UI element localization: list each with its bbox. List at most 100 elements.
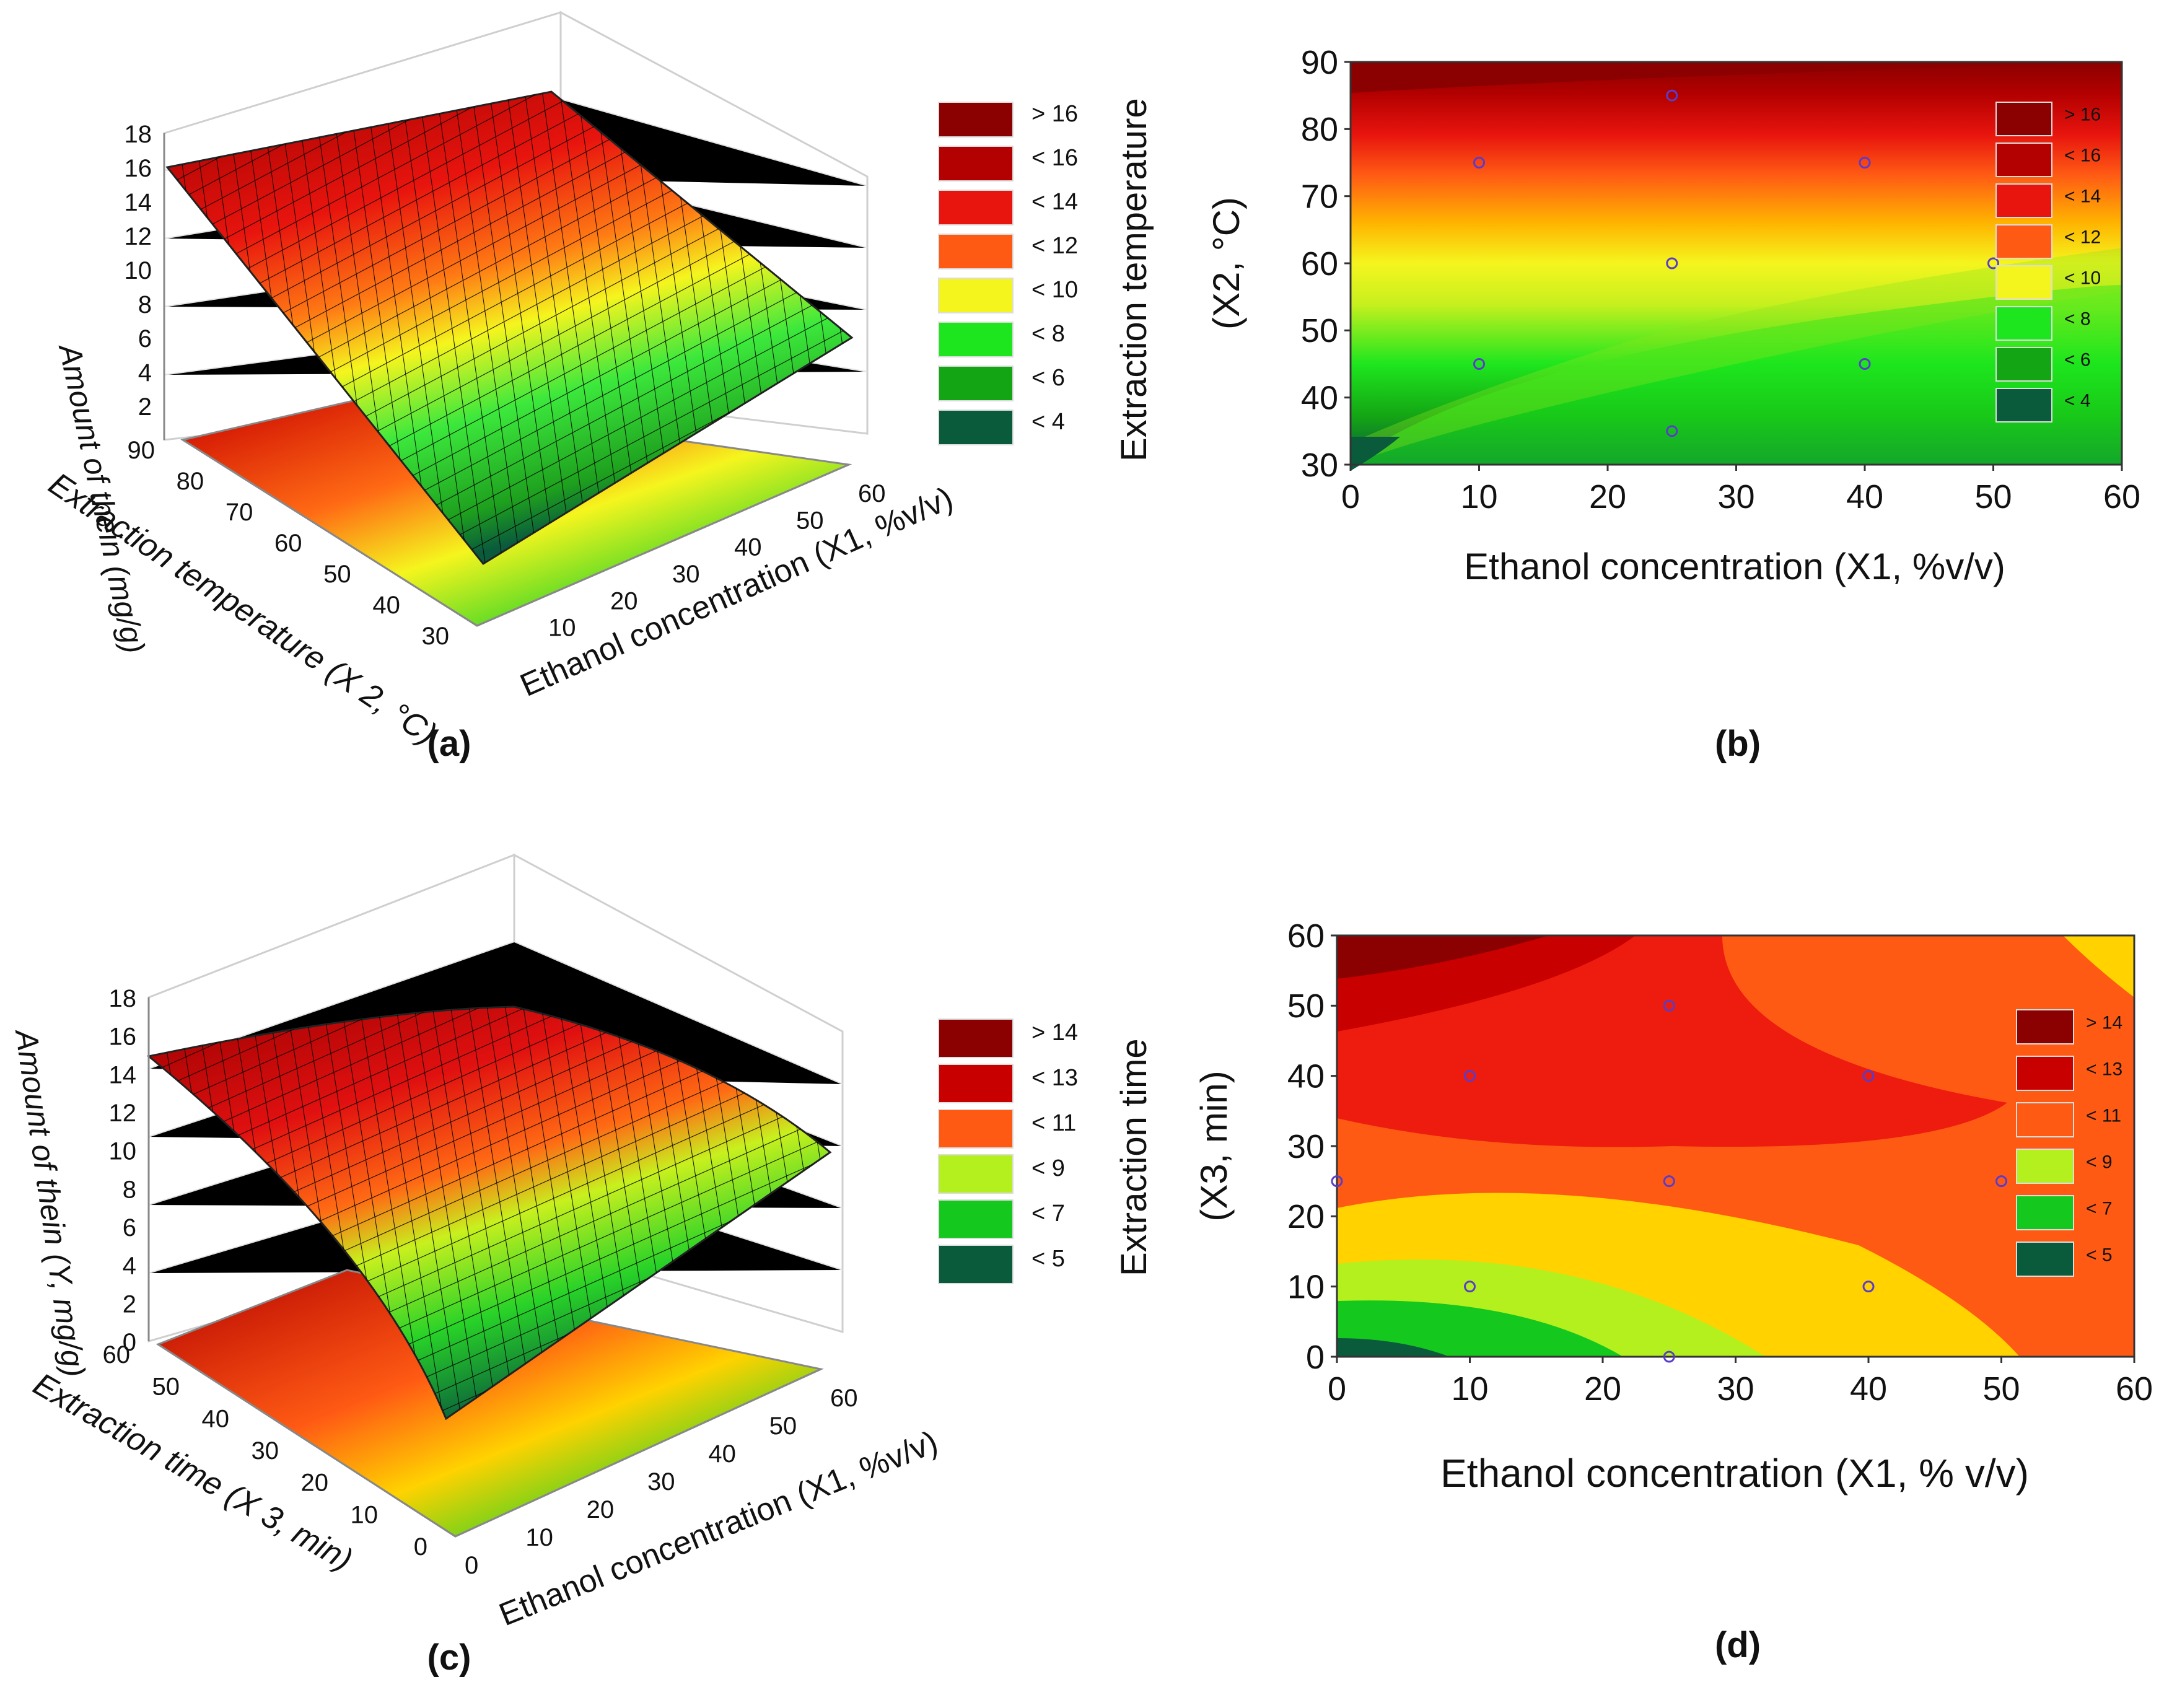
tick-label: 50 — [769, 1412, 797, 1440]
legend-swatch — [938, 1064, 1014, 1103]
plot-b-legend: > 16 < 16 < 14 < 12 < 10 < 8 < 6 < 4 — [1995, 102, 2101, 423]
legend-swatch — [2016, 1242, 2074, 1277]
design-point — [1859, 157, 1871, 169]
y-tick-label: 30 — [1287, 1128, 1325, 1165]
x-tick-label: 40 — [1846, 478, 1883, 515]
plot-a-y-ticks: 30 40 50 60 70 80 90 — [128, 437, 450, 650]
y-tick-label: 40 — [1301, 380, 1338, 417]
tick-label: 4 — [123, 1253, 136, 1280]
tick-label: 0 — [414, 1533, 427, 1561]
tick-label: 50 — [323, 561, 351, 588]
legend-label: < 4 — [2064, 391, 2091, 411]
plot-d-x-ticks: 0 10 20 30 40 50 60 — [1328, 1357, 2153, 1408]
tick-label: 60 — [830, 1385, 858, 1412]
legend-swatch — [2016, 1195, 2074, 1230]
y-tick-label: 50 — [1301, 312, 1338, 349]
legend-label: < 5 — [1032, 1246, 1065, 1272]
plot-b-y-label: (X2, °C) — [1206, 197, 1247, 330]
plot-c-legend-title: Extraction time — [1114, 1038, 1154, 1276]
y-tick-label: 50 — [1287, 988, 1325, 1025]
tick-label: 30 — [252, 1437, 279, 1465]
tick-label: 70 — [226, 499, 253, 526]
x-tick-label: 20 — [1589, 478, 1626, 515]
legend-label: < 14 — [1032, 189, 1078, 215]
design-point — [1666, 257, 1678, 269]
legend-label: < 8 — [1032, 321, 1065, 347]
legend-label: < 5 — [2086, 1245, 2113, 1265]
legend-swatch — [1995, 306, 2052, 341]
tick-label: 8 — [138, 291, 152, 318]
x-tick-label: 30 — [1717, 478, 1754, 515]
legend-swatch — [938, 234, 1014, 269]
plot-b-x-label: Ethanol concentration (X1, %v/v) — [1464, 546, 2005, 587]
plot-d-legend: > 14 < 13 < 11 < 9 < 7 < 5 — [2016, 1009, 2122, 1277]
tick-label: 2 — [138, 393, 152, 421]
tick-label: 20 — [587, 1496, 615, 1523]
design-point — [1666, 89, 1678, 102]
legend-label: > 14 — [1032, 1020, 1078, 1046]
tick-label: 60 — [103, 1341, 131, 1369]
tick-label: 60 — [858, 480, 886, 507]
legend-swatch — [1995, 347, 2052, 382]
design-point — [1862, 1070, 1875, 1082]
legend-swatch — [938, 190, 1014, 226]
legend-label: < 7 — [2086, 1198, 2113, 1219]
tick-label: 10 — [109, 1138, 137, 1165]
design-point — [1995, 1175, 2007, 1188]
tick-label: 20 — [610, 587, 638, 615]
plot-b-design-points — [1473, 89, 1999, 437]
panel-c: 0 2 4 6 8 10 12 14 16 18 Amount of thein (Y, mg/g… — [9, 853, 1154, 1678]
legend-label: < 4 — [1032, 409, 1065, 435]
tick-label: 6 — [138, 325, 152, 353]
design-point — [1331, 1175, 1343, 1188]
legend-swatch — [1995, 265, 2052, 300]
plot-a-legend: > 16 < 16 < 14 < 12 < 10 < 8 < 6 < 4 — [938, 101, 1078, 445]
y-tick-label: 30 — [1301, 447, 1338, 484]
legend-swatch — [938, 1199, 1014, 1239]
legend-label: < 7 — [1032, 1201, 1065, 1227]
tick-label: 90 — [128, 437, 156, 464]
legend-label: < 6 — [1032, 365, 1065, 391]
legend-label: < 10 — [1032, 277, 1078, 303]
legend-label: < 12 — [2064, 227, 2101, 248]
plot-d-y-label: (X3, min) — [1193, 1071, 1235, 1221]
panel-label-b: (b) — [1715, 724, 1761, 764]
legend-label: < 11 — [1032, 1110, 1076, 1136]
panel-b: 0 10 20 30 40 50 60 30 40 50 60 70 80 90 Ethanol con… — [1206, 44, 2140, 764]
tick-label: 16 — [109, 1023, 137, 1051]
legend-swatch — [938, 278, 1014, 313]
plot-b-contour-bands — [1351, 62, 2122, 471]
plot-d-contour-bands — [1337, 935, 2134, 1357]
panel-label-a: (a) — [427, 724, 471, 764]
legend-swatch — [1995, 142, 2052, 177]
legend-swatch — [938, 366, 1014, 401]
x-tick-label: 10 — [1460, 478, 1497, 515]
legend-label: < 8 — [2064, 309, 2091, 330]
y-tick-label: 20 — [1287, 1198, 1325, 1235]
plot-a-x-ticks: 10 20 30 40 50 60 — [548, 480, 886, 642]
y-tick-label: 80 — [1301, 111, 1338, 148]
legend-swatch — [938, 1245, 1014, 1284]
legend-swatch — [938, 1109, 1014, 1149]
design-point — [1473, 358, 1485, 370]
design-point — [1859, 358, 1871, 370]
x-tick-label: 60 — [2116, 1370, 2153, 1408]
plot-a-z-ticks: 2 4 6 8 10 12 14 16 18 — [125, 121, 152, 421]
plot-b-y-ticks: 30 40 50 60 70 80 90 — [1301, 44, 1351, 484]
y-tick-label: 90 — [1301, 44, 1338, 81]
legend-label: > 14 — [2086, 1012, 2122, 1033]
tick-label: 18 — [125, 121, 152, 148]
tick-label: 80 — [177, 468, 204, 495]
tick-label: 40 — [202, 1405, 230, 1432]
y-tick-label: 10 — [1287, 1269, 1325, 1306]
x-tick-label: 40 — [1850, 1370, 1887, 1408]
tick-label: 2 — [123, 1290, 136, 1318]
x-tick-label: 60 — [2103, 478, 2140, 515]
legend-swatch — [1995, 224, 2052, 259]
x-tick-label: 10 — [1451, 1370, 1488, 1408]
legend-swatch — [938, 1154, 1014, 1194]
tick-label: 14 — [109, 1061, 137, 1088]
tick-label: 10 — [125, 257, 152, 284]
legend-label: < 13 — [2086, 1059, 2122, 1079]
design-point — [1464, 1070, 1476, 1082]
